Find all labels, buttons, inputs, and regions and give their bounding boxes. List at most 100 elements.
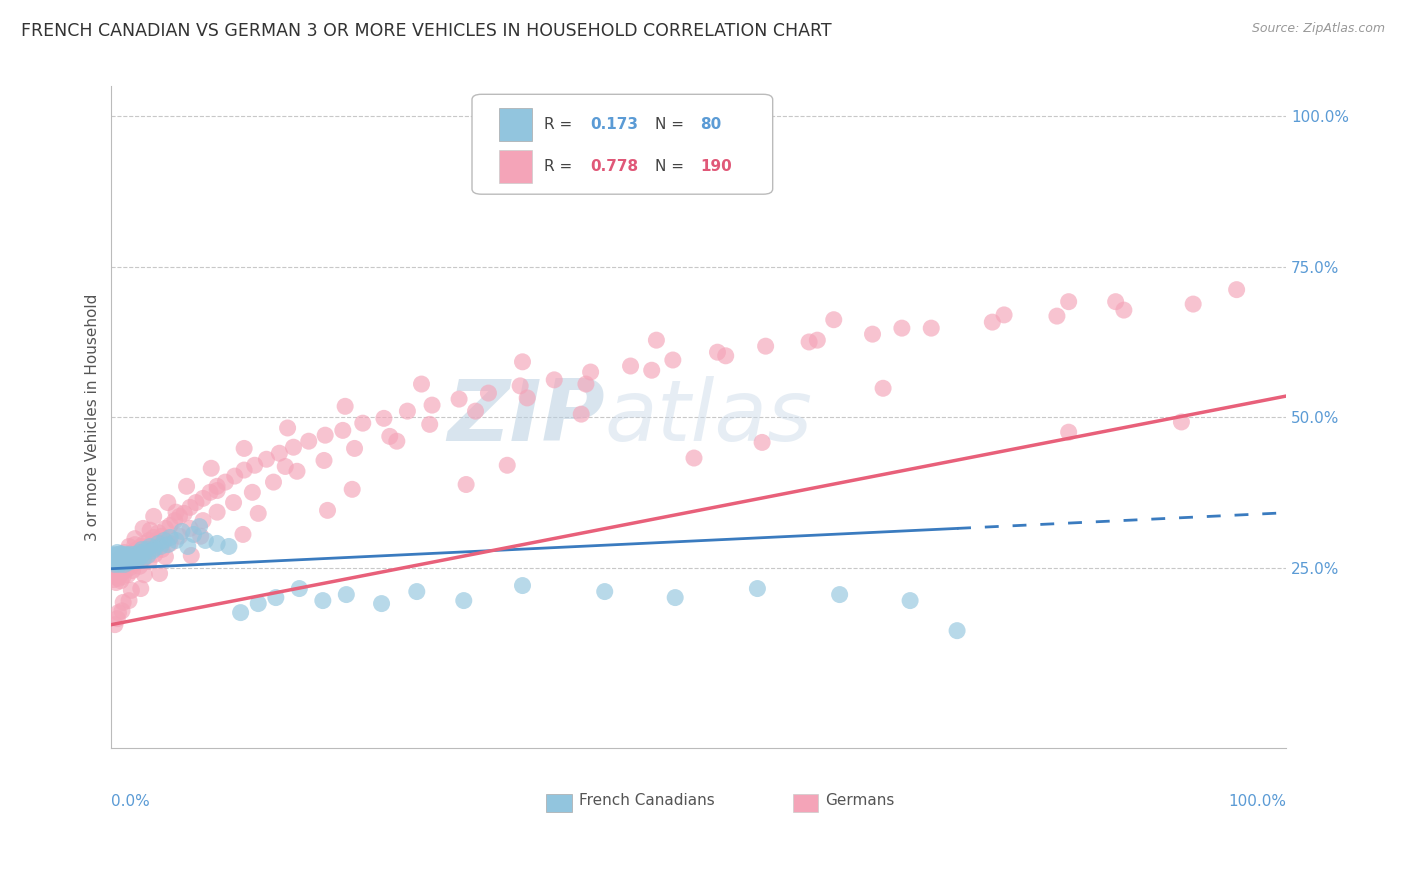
Point bbox=[179, 500, 201, 515]
Point bbox=[115, 549, 138, 563]
Point bbox=[110, 556, 132, 570]
Point bbox=[105, 556, 128, 570]
Point bbox=[127, 545, 149, 559]
Point bbox=[125, 549, 148, 563]
Point bbox=[378, 429, 401, 443]
Point bbox=[108, 553, 131, 567]
Point bbox=[593, 584, 616, 599]
Point bbox=[706, 345, 728, 359]
Point bbox=[205, 483, 228, 498]
Text: R =: R = bbox=[544, 159, 576, 174]
Point bbox=[165, 505, 187, 519]
Point bbox=[107, 553, 129, 567]
Point bbox=[105, 558, 128, 573]
Text: 100.0%: 100.0% bbox=[1227, 794, 1286, 809]
Point bbox=[277, 421, 299, 435]
Point bbox=[143, 541, 166, 556]
Point bbox=[453, 593, 475, 607]
Point bbox=[645, 333, 668, 347]
Point bbox=[797, 334, 820, 349]
Point bbox=[122, 551, 145, 566]
Point bbox=[184, 495, 207, 509]
Point bbox=[156, 495, 179, 509]
Point bbox=[120, 549, 142, 563]
Point bbox=[110, 549, 132, 564]
Point bbox=[117, 556, 139, 570]
Point bbox=[205, 479, 228, 493]
Text: 190: 190 bbox=[700, 159, 731, 174]
Point bbox=[104, 558, 127, 572]
Point bbox=[396, 404, 419, 418]
Point bbox=[131, 542, 153, 557]
Text: 0.0%: 0.0% bbox=[111, 794, 150, 809]
Point bbox=[316, 503, 339, 517]
Point bbox=[112, 549, 135, 564]
Point bbox=[512, 355, 534, 369]
Point bbox=[165, 533, 187, 548]
Point bbox=[285, 464, 308, 478]
Point bbox=[121, 549, 143, 564]
Point bbox=[370, 597, 392, 611]
Point bbox=[103, 554, 125, 568]
Point bbox=[862, 327, 884, 342]
Point bbox=[105, 566, 128, 580]
Point bbox=[120, 554, 142, 568]
Point bbox=[143, 547, 166, 561]
Point bbox=[314, 428, 336, 442]
Point bbox=[385, 434, 408, 449]
Point bbox=[150, 529, 173, 543]
Point bbox=[120, 551, 142, 566]
Point bbox=[159, 518, 181, 533]
Point bbox=[112, 551, 135, 566]
Point bbox=[247, 507, 270, 521]
Point bbox=[256, 452, 278, 467]
Point bbox=[115, 551, 138, 566]
Bar bbox=[499, 150, 531, 183]
Point bbox=[104, 547, 127, 561]
Point bbox=[131, 543, 153, 558]
Point bbox=[183, 527, 205, 541]
Point bbox=[149, 540, 172, 554]
Point bbox=[145, 533, 167, 548]
Point bbox=[191, 491, 214, 506]
Point bbox=[107, 556, 129, 570]
Point bbox=[1226, 283, 1249, 297]
Point bbox=[169, 509, 191, 524]
Point bbox=[142, 509, 165, 524]
Point bbox=[132, 551, 155, 566]
Point bbox=[194, 533, 217, 548]
Point bbox=[114, 547, 136, 561]
Point bbox=[134, 536, 156, 550]
Point bbox=[176, 479, 198, 493]
Point bbox=[150, 542, 173, 557]
Point bbox=[214, 475, 236, 489]
Point bbox=[664, 591, 686, 605]
Point bbox=[108, 559, 131, 574]
Point bbox=[148, 566, 170, 581]
Point bbox=[159, 536, 181, 550]
Point bbox=[269, 446, 291, 460]
Point bbox=[103, 566, 125, 581]
Point bbox=[373, 411, 395, 425]
Point bbox=[405, 584, 427, 599]
Point bbox=[205, 536, 228, 550]
Point bbox=[163, 514, 186, 528]
Point bbox=[138, 554, 160, 568]
Point bbox=[132, 521, 155, 535]
Point bbox=[340, 483, 363, 497]
Point bbox=[129, 582, 152, 596]
Point bbox=[141, 543, 163, 558]
Point bbox=[222, 495, 245, 509]
Point bbox=[890, 321, 912, 335]
Text: FRENCH CANADIAN VS GERMAN 3 OR MORE VEHICLES IN HOUSEHOLD CORRELATION CHART: FRENCH CANADIAN VS GERMAN 3 OR MORE VEHI… bbox=[21, 22, 832, 40]
Point bbox=[496, 458, 519, 473]
Point bbox=[101, 560, 124, 574]
Point bbox=[148, 525, 170, 540]
Point bbox=[112, 569, 135, 583]
Point bbox=[125, 549, 148, 564]
Point bbox=[823, 312, 845, 326]
Point bbox=[1170, 415, 1192, 429]
Point bbox=[118, 549, 141, 564]
Point bbox=[108, 547, 131, 561]
Point bbox=[232, 527, 254, 541]
